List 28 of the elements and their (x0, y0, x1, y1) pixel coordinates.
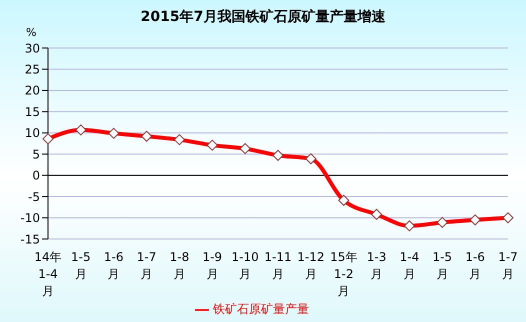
x-tick-label: 1-7 月 (136, 250, 156, 281)
y-tick-label: -10 (20, 211, 40, 226)
x-tick-label: 1-10 月 (232, 250, 259, 281)
x-tick-label: 1-3 月 (366, 250, 386, 281)
y-tick-label: 10 (24, 126, 40, 140)
y-tick-label: 20 (24, 84, 40, 98)
x-tick-label: 1-9 月 (202, 250, 222, 281)
y-tick-label: -5 (28, 190, 40, 204)
x-tick-label: 1-5 月 (71, 250, 91, 281)
x-tick-label: 1-7 月 (498, 250, 518, 281)
x-tick-label: 1-8 月 (170, 250, 190, 281)
x-tick-label: 15年 1-2 月 (330, 250, 358, 298)
x-tick-label: 14年 1-4 月 (34, 250, 62, 298)
x-tick-label: 1-6 月 (104, 250, 124, 281)
x-tick-label: 1-6 月 (465, 250, 485, 281)
legend-label: 铁矿石原矿量产量 (213, 302, 309, 316)
y-tick-label: 0 (32, 168, 40, 183)
y-axis-title: % (26, 26, 36, 39)
y-tick-label: 15 (24, 104, 40, 119)
chart-title: 2015年7月我国铁矿石原矿量产量增速 (140, 8, 386, 26)
y-tick-label: 30 (24, 41, 40, 56)
x-tick-label: 1-12 月 (297, 250, 324, 281)
y-tick-label: -15 (20, 232, 40, 246)
y-tick-label: 25 (24, 62, 40, 76)
x-tick-label: 1-11 月 (264, 250, 292, 281)
x-tick-label: 1-5 月 (432, 250, 452, 281)
x-tick-label: 1-4 月 (400, 250, 420, 281)
y-tick-label: 5 (32, 147, 40, 162)
